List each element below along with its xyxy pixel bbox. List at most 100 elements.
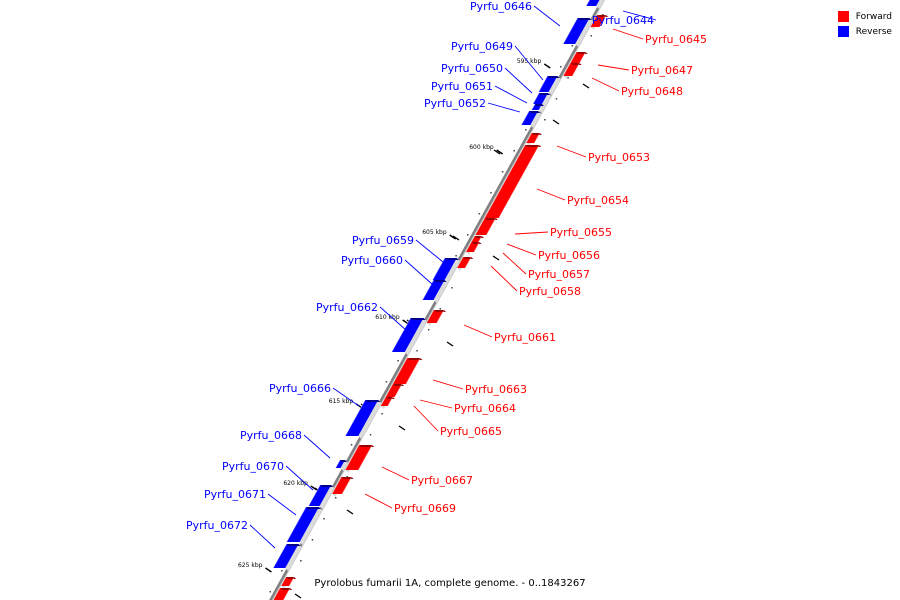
gene-label[interactable]: Pyrfu_0645 <box>645 33 707 46</box>
gene-label[interactable]: Pyrfu_0660 <box>341 254 403 267</box>
gene-body <box>422 280 445 300</box>
gene-label[interactable]: Pyrfu_0672 <box>186 519 248 532</box>
gene-partial-bottom-2[interactable] <box>271 587 293 600</box>
minor-tick <box>385 381 388 383</box>
gene-Pyrfu_0659[interactable] <box>432 257 460 283</box>
gene-Pyrfu_0644[interactable] <box>585 0 607 9</box>
gene-edge <box>286 544 301 546</box>
gene-label[interactable]: Pyrfu_0649 <box>451 40 513 53</box>
gene-highlight <box>579 51 587 64</box>
tick-mark <box>582 83 590 89</box>
minor-tick <box>311 539 314 541</box>
gene-label[interactable]: Pyrfu_0665 <box>440 425 502 438</box>
gene-edge <box>339 460 347 462</box>
gene-Pyrfu_0654[interactable] <box>484 144 542 221</box>
label-leader <box>612 28 644 40</box>
gene-Pyrfu_0645[interactable] <box>590 14 609 30</box>
gene-highlight <box>585 0 591 7</box>
minor-tick <box>427 329 430 331</box>
gene-Pyrfu_0655[interactable] <box>475 217 498 238</box>
gene-Pyrfu_0664[interactable] <box>385 383 405 400</box>
gene-label[interactable]: Pyrfu_0662 <box>316 301 378 314</box>
gene-body <box>475 218 496 235</box>
gene-Pyrfu_0648[interactable] <box>563 62 582 79</box>
gene-label[interactable]: Pyrfu_0671 <box>204 488 266 501</box>
gene-label[interactable]: Pyrfu_0668 <box>240 429 302 442</box>
gene-label[interactable]: Pyrfu_0656 <box>538 249 600 262</box>
minor-tick <box>451 287 453 289</box>
gene-Pyrfu_0658[interactable] <box>457 256 474 271</box>
gene-Pyrfu_0666[interactable] <box>344 399 382 439</box>
gene-Pyrfu_0669[interactable] <box>332 476 354 497</box>
gene-label[interactable]: Pyrfu_0661 <box>494 331 556 344</box>
gene-Pyrfu_0668[interactable] <box>335 459 348 471</box>
tick-mark <box>543 63 551 69</box>
gene-Pyrfu_0651[interactable] <box>531 103 545 113</box>
gene-Pyrfu_0649[interactable] <box>538 75 561 95</box>
gene-label[interactable]: Pyrfu_0651 <box>431 80 493 93</box>
label-leader <box>591 77 620 92</box>
gene-highlight <box>405 357 421 385</box>
gene-Pyrfu_0671[interactable] <box>286 506 322 545</box>
gene-shadow <box>285 544 302 571</box>
tick-label: 600 kbp <box>469 144 494 151</box>
gene-label[interactable]: Pyrfu_0657 <box>528 268 590 281</box>
gene-highlight <box>272 543 287 569</box>
gene-body <box>586 0 600 6</box>
label-leader <box>504 67 533 94</box>
gene-label[interactable]: Pyrfu_0669 <box>394 502 456 515</box>
gene-label[interactable]: Pyrfu_0666 <box>269 382 331 395</box>
minor-tick <box>571 45 574 47</box>
gene-label[interactable]: Pyrfu_0663 <box>465 383 527 396</box>
gene-Pyrfu_0653[interactable] <box>526 132 542 146</box>
gene-body <box>281 577 295 586</box>
tick-mark <box>552 119 560 125</box>
gene-Pyrfu_0670[interactable] <box>308 484 335 509</box>
gene-label[interactable]: Pyrfu_0654 <box>567 194 629 207</box>
gene-Pyrfu_0665[interactable] <box>380 396 395 409</box>
gene-label[interactable]: Pyrfu_0659 <box>352 234 414 247</box>
gene-label[interactable]: Pyrfu_0648 <box>621 85 683 98</box>
gene-highlight <box>532 92 540 105</box>
gene-Pyrfu_0662[interactable] <box>391 317 427 355</box>
gene-label[interactable]: Pyrfu_0647 <box>631 64 693 77</box>
gene-highlight <box>308 484 321 507</box>
gene-Pyrfu_0650[interactable] <box>532 92 552 107</box>
gene-Pyrfu_0657[interactable] <box>466 241 482 255</box>
gene-highlight <box>335 459 341 469</box>
gene-edge <box>393 384 405 386</box>
gene-highlight <box>464 256 472 269</box>
gene-Pyrfu_0646[interactable] <box>562 17 593 47</box>
gene-edge <box>539 93 551 95</box>
gene-Pyrfu_0663[interactable] <box>393 357 423 387</box>
gene-body <box>380 397 393 406</box>
gene-body <box>286 507 319 542</box>
gene-label[interactable]: Pyrfu_0670 <box>222 460 284 473</box>
gene-label[interactable]: Pyrfu_0667 <box>411 474 473 487</box>
label-leader <box>267 493 297 516</box>
gene-partial-bottom-1[interactable] <box>281 576 297 589</box>
gene-Pyrfu_0647[interactable] <box>570 51 588 66</box>
tick-mark <box>493 149 501 155</box>
gene-highlight <box>344 399 366 437</box>
label-leader <box>463 324 493 338</box>
gene-label[interactable]: Pyrfu_0664 <box>454 402 516 415</box>
gene-Pyrfu_0667[interactable] <box>345 444 375 473</box>
gene-label[interactable]: Pyrfu_0658 <box>519 285 581 298</box>
gene-Pyrfu_0661[interactable] <box>426 309 446 326</box>
gene-label[interactable]: Pyrfu_0655 <box>550 226 612 239</box>
gene-highlight <box>436 309 445 324</box>
gene-label[interactable]: Pyrfu_0650 <box>441 62 503 75</box>
gene-label[interactable]: Pyrfu_0646 <box>470 0 532 13</box>
gene-label[interactable]: Pyrfu_0644 <box>592 14 654 27</box>
gene-Pyrfu_0672[interactable] <box>272 543 302 571</box>
label-leader <box>514 231 549 235</box>
gene-body <box>570 52 586 63</box>
gene-Pyrfu_0652[interactable] <box>520 110 542 128</box>
gene-edge <box>576 52 588 54</box>
gene-label[interactable]: Pyrfu_0652 <box>424 97 486 110</box>
minor-tick <box>490 192 492 194</box>
minor-tick <box>350 444 353 446</box>
gene-label[interactable]: Pyrfu_0653 <box>588 151 650 164</box>
